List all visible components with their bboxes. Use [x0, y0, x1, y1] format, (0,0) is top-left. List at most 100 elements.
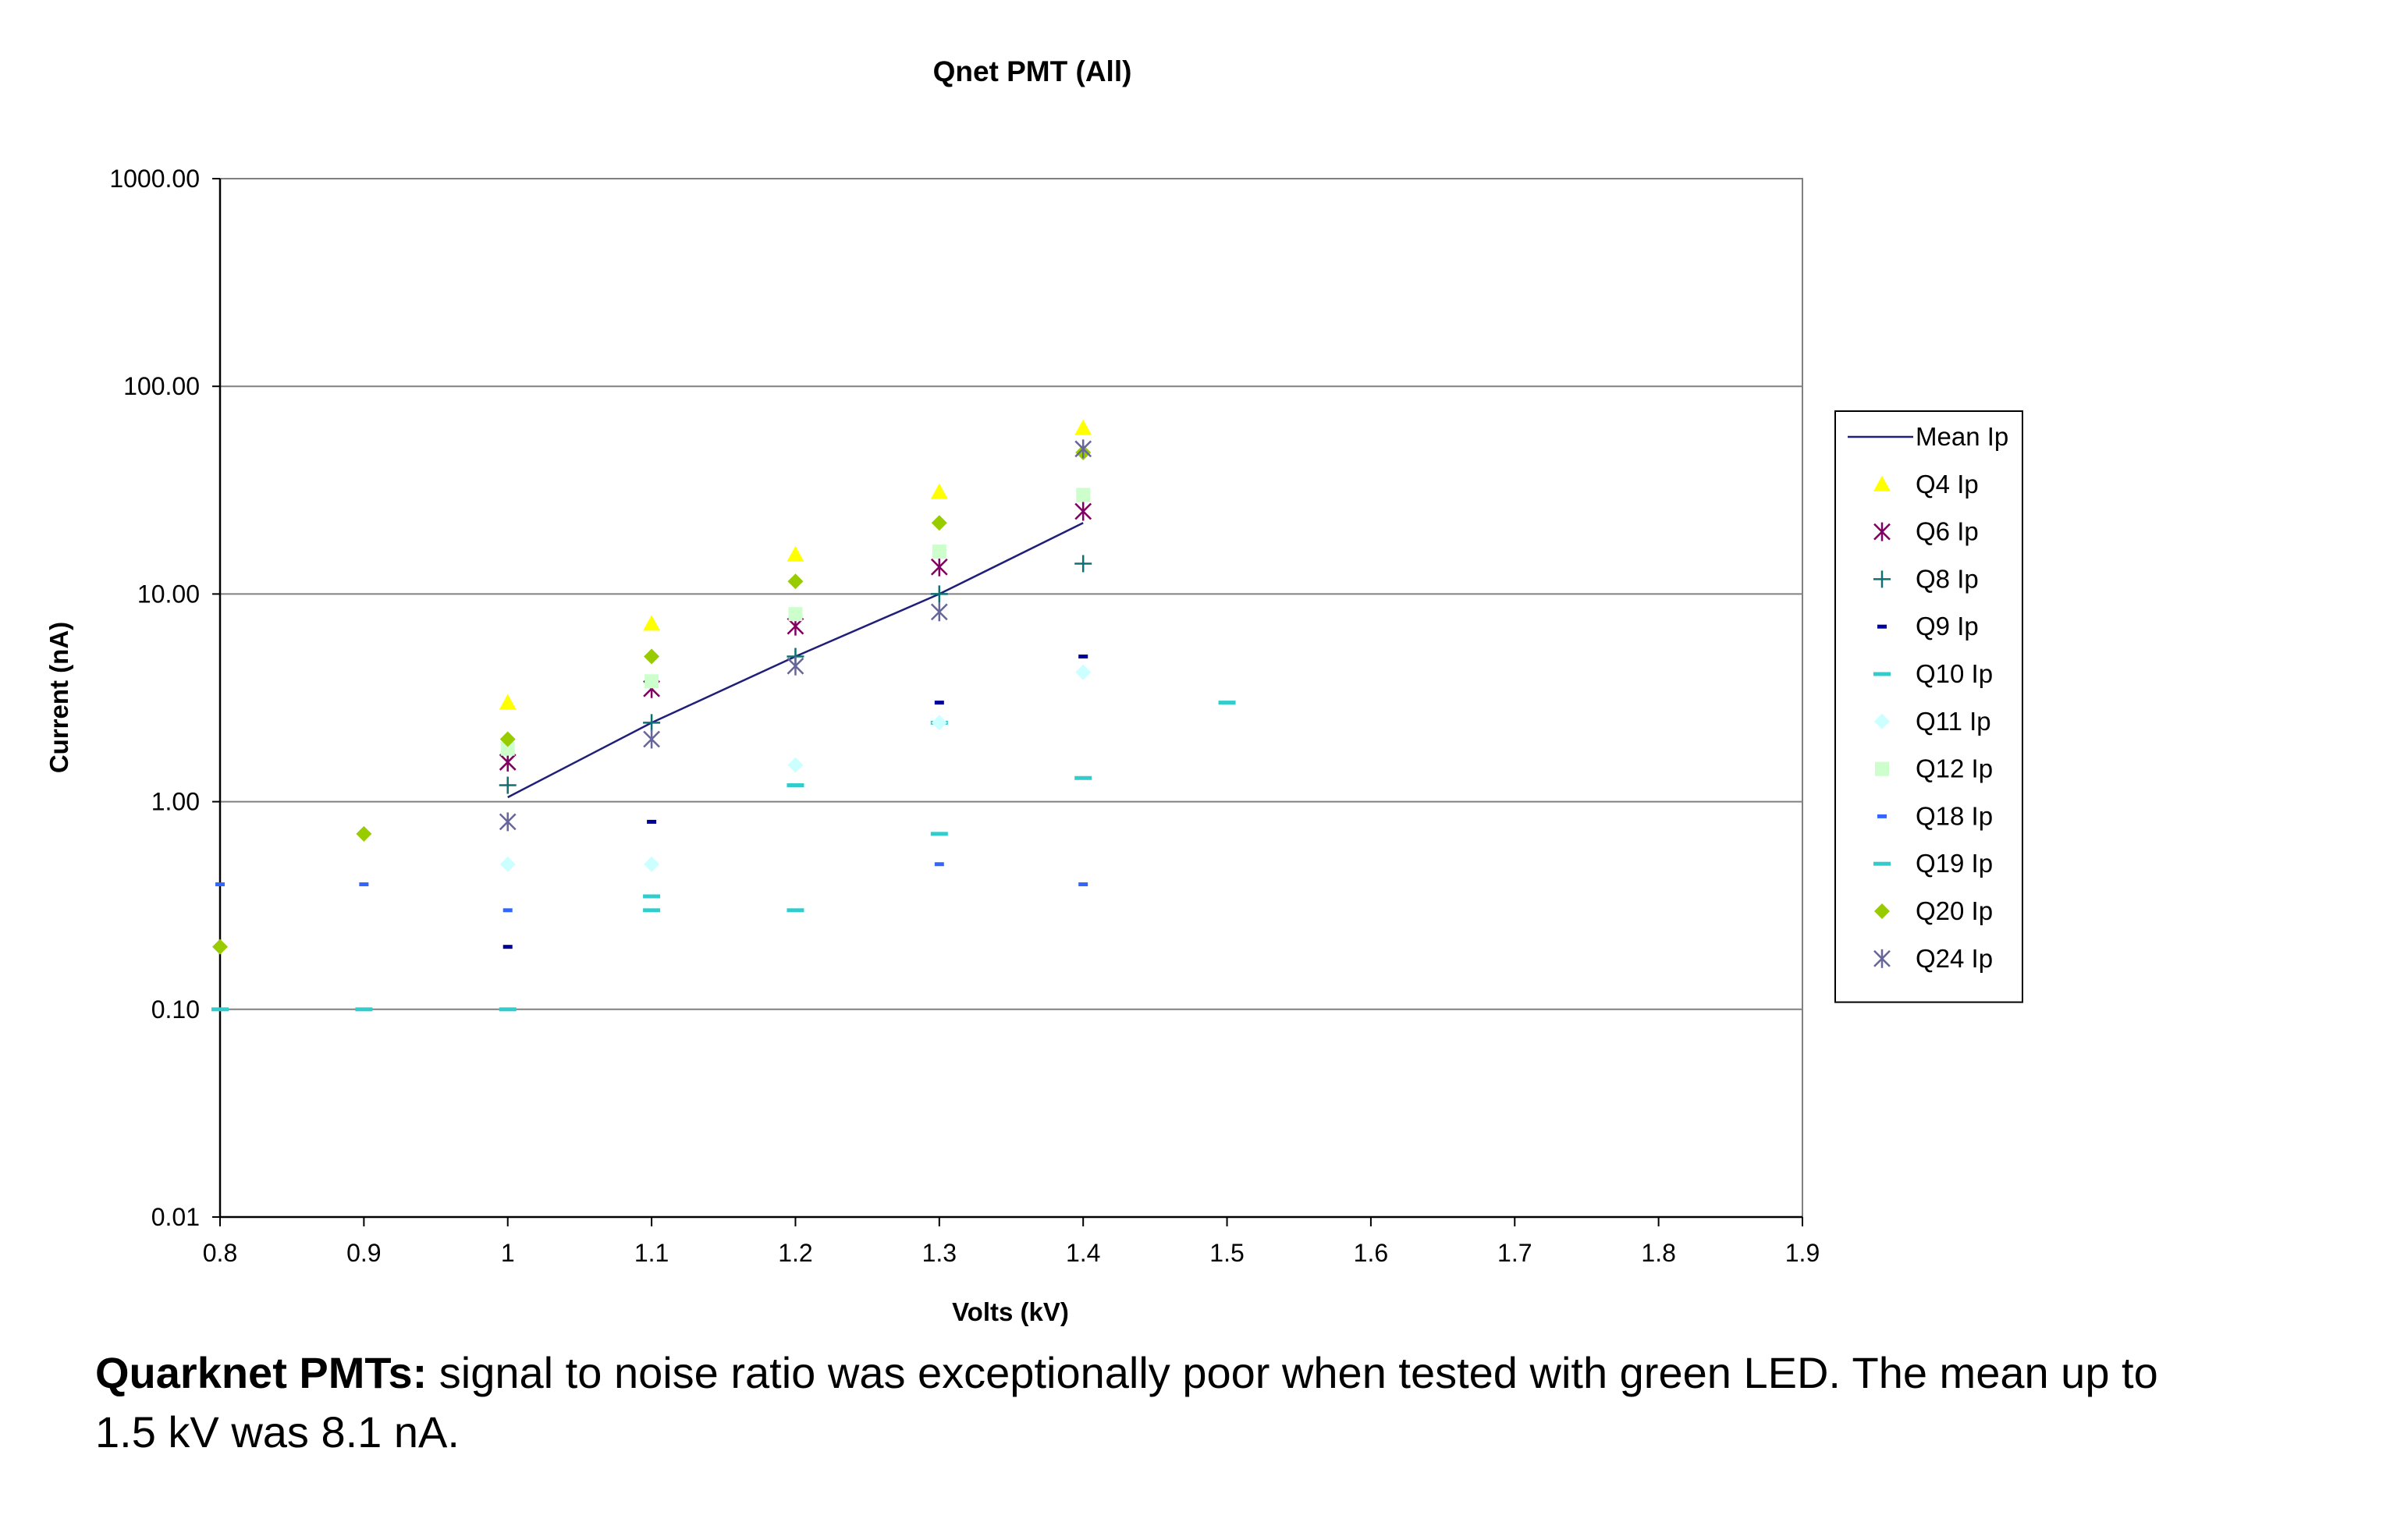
x-tick-label: 1.5	[1209, 1239, 1244, 1267]
legend-box	[1834, 410, 2023, 1003]
x-axis-title: Volts (kV)	[952, 1297, 1069, 1326]
x-tick-label: 1.8	[1641, 1239, 1675, 1267]
data-point	[1076, 488, 1091, 502]
y-tick-label: 1.00	[151, 788, 200, 816]
data-point	[787, 573, 804, 590]
data-point	[643, 908, 661, 913]
data-point	[1218, 701, 1236, 705]
legend-item-q9-ip: Q9 Ip	[1877, 612, 1979, 640]
data-point	[355, 1007, 373, 1012]
data-point	[499, 856, 516, 872]
x-tick-label: 1.9	[1785, 1239, 1820, 1267]
data-point	[931, 515, 947, 531]
x-tick-label: 1	[501, 1239, 515, 1267]
data-point	[211, 1007, 229, 1012]
data-point	[1078, 655, 1088, 659]
legend-label: Q4 Ip	[1916, 470, 1979, 499]
legend-label: Q19 Ip	[1916, 849, 1993, 878]
caption-bold: Quarknet PMTs:	[95, 1348, 428, 1397]
legend-marker-swatch	[1873, 861, 1891, 866]
plot-frame	[219, 178, 1803, 1218]
data-point	[788, 607, 803, 622]
x-tick-label: 1.3	[922, 1239, 957, 1267]
data-point	[359, 882, 369, 887]
data-point	[1075, 664, 1092, 680]
data-point	[787, 783, 804, 788]
data-point	[1074, 775, 1092, 780]
data-point	[644, 648, 660, 665]
data-point	[499, 812, 517, 832]
y-tick-label: 100.00	[123, 372, 200, 400]
legend-marker-swatch	[1877, 624, 1887, 629]
data-point	[647, 819, 657, 824]
data-point	[930, 483, 948, 499]
legend-item-q20-ip: Q20 Ip	[1874, 896, 1993, 925]
data-point	[787, 757, 804, 773]
legend-marker-swatch	[1877, 814, 1887, 818]
legend-item-q19-ip: Q19 Ip	[1873, 849, 1993, 878]
data-point	[499, 694, 517, 710]
data-point	[1074, 439, 1092, 459]
data-point	[934, 862, 944, 867]
data-point	[502, 908, 513, 913]
x-tick-label: 1.7	[1497, 1239, 1532, 1267]
y-tick-label: 10.00	[137, 580, 200, 608]
legend-label: Q12 Ip	[1916, 754, 1993, 783]
data-point	[500, 741, 515, 756]
data-point	[212, 939, 228, 955]
data-series	[211, 419, 1236, 1012]
data-point	[499, 776, 517, 794]
legend-label: Q8 Ip	[1916, 564, 1979, 593]
data-point	[1074, 419, 1092, 435]
legend-marker-swatch	[1873, 522, 1891, 541]
caption-text: signal to noise ratio was exceptionally …	[95, 1348, 2158, 1457]
legend-marker-swatch	[1875, 761, 1889, 776]
data-point	[931, 715, 947, 731]
data-point	[643, 615, 661, 631]
data-point	[645, 674, 659, 689]
data-point	[643, 729, 660, 749]
legend-label: Q6 Ip	[1916, 517, 1979, 546]
y-axis-title: Current (nA)	[44, 622, 73, 773]
series-q20-ip	[212, 445, 1092, 955]
data-point	[787, 545, 804, 562]
legend-label: Q9 Ip	[1916, 612, 1979, 640]
y-tick-label: 0.10	[151, 995, 200, 1024]
data-point	[930, 832, 948, 836]
legend-item-mean-ip: Mean Ip	[1848, 422, 2008, 451]
data-point	[787, 908, 804, 913]
series-q4-ip	[499, 419, 1092, 710]
data-point	[1074, 555, 1092, 573]
legend-item-q10-ip: Q10 Ip	[1873, 659, 1993, 688]
data-point	[356, 825, 372, 842]
y-tick-label: 0.01	[151, 1203, 200, 1231]
data-point	[930, 585, 948, 603]
legend-marker-swatch	[1873, 475, 1891, 491]
legend-marker-swatch	[1874, 903, 1890, 919]
legend-marker-swatch	[1874, 713, 1890, 729]
x-tick-label: 1.6	[1354, 1239, 1388, 1267]
data-point	[1078, 882, 1088, 887]
legend-label: Q10 Ip	[1916, 659, 1993, 688]
legend-item-q18-ip: Q18 Ip	[1877, 801, 1993, 830]
legend-item-q6-ip: Q6 Ip	[1873, 517, 1979, 546]
y-tick-label: 1000.00	[109, 165, 200, 193]
legend-marker-swatch	[1873, 672, 1891, 676]
data-point	[499, 752, 517, 772]
series-q24-ip	[499, 439, 1092, 832]
data-point	[787, 656, 804, 676]
data-point	[644, 856, 660, 872]
legend-item-q12-ip: Q12 Ip	[1875, 754, 1993, 783]
legend-marker-swatch	[1873, 570, 1891, 588]
legend-item-q8-ip: Q8 Ip	[1873, 564, 1979, 593]
x-tick-label: 0.8	[203, 1239, 237, 1267]
x-tick-label: 0.9	[346, 1239, 381, 1267]
chart-title: Qnet PMT (All)	[933, 55, 1132, 87]
legend: Mean Ip Q4 Ip Q6 Ip Q8 Ip Q9 Ip Q10 Ip Q11 Ip Q…	[1834, 410, 2023, 1003]
series-q8-ip	[499, 555, 1092, 794]
data-point	[1074, 502, 1092, 521]
x-tick-label: 1.1	[634, 1239, 669, 1267]
data-point	[930, 602, 948, 622]
legend-label: Mean Ip	[1916, 422, 2008, 451]
data-point	[930, 557, 948, 577]
